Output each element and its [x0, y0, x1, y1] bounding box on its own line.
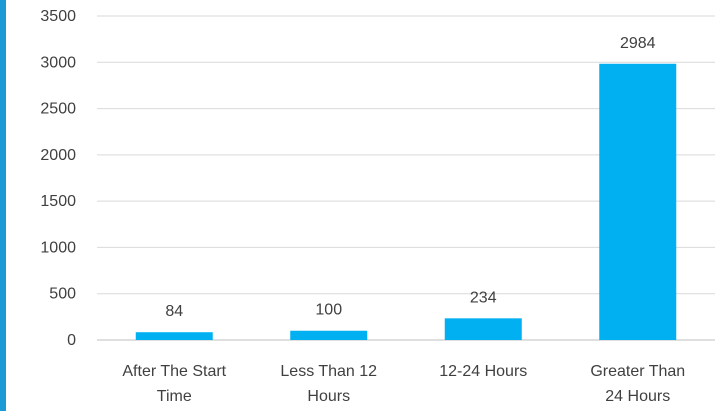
bar	[290, 330, 368, 340]
y-tick-label: 2500	[40, 101, 76, 118]
bar	[599, 63, 677, 341]
data-label: 234	[470, 289, 497, 306]
y-tick-label: 3500	[40, 8, 76, 25]
y-tick-label: 3000	[40, 54, 76, 71]
y-tick-label: 2000	[40, 147, 76, 164]
x-tick-label-line: 12-24 Hours	[439, 363, 527, 380]
y-tick-label: 1500	[40, 193, 76, 210]
x-tick-label-line: Less Than 12	[280, 363, 377, 380]
x-tick-label-line: Time	[157, 388, 192, 405]
bar	[135, 332, 213, 340]
y-tick-label: 500	[49, 286, 76, 303]
y-tick-label: 1000	[40, 239, 76, 256]
y-tick-label: 0	[67, 332, 76, 349]
x-tick-label: 12-24 Hours	[439, 363, 527, 380]
x-tick-label-line: 24 Hours	[605, 388, 670, 405]
bar	[444, 318, 522, 340]
x-tick-label-line: Hours	[307, 388, 350, 405]
x-tick-label: Greater Than 24 Hours	[590, 363, 685, 405]
data-label: 84	[165, 303, 183, 320]
x-tick-label: After The Start Time	[122, 363, 226, 405]
x-tick-label: Less Than 12 Hours	[280, 363, 377, 405]
x-tick-label-line: Greater Than	[590, 363, 685, 380]
left-accent-bar	[0, 0, 6, 411]
data-label: 100	[315, 302, 342, 319]
data-label: 2984	[620, 35, 656, 52]
x-tick-label-line: After The Start	[122, 363, 226, 380]
